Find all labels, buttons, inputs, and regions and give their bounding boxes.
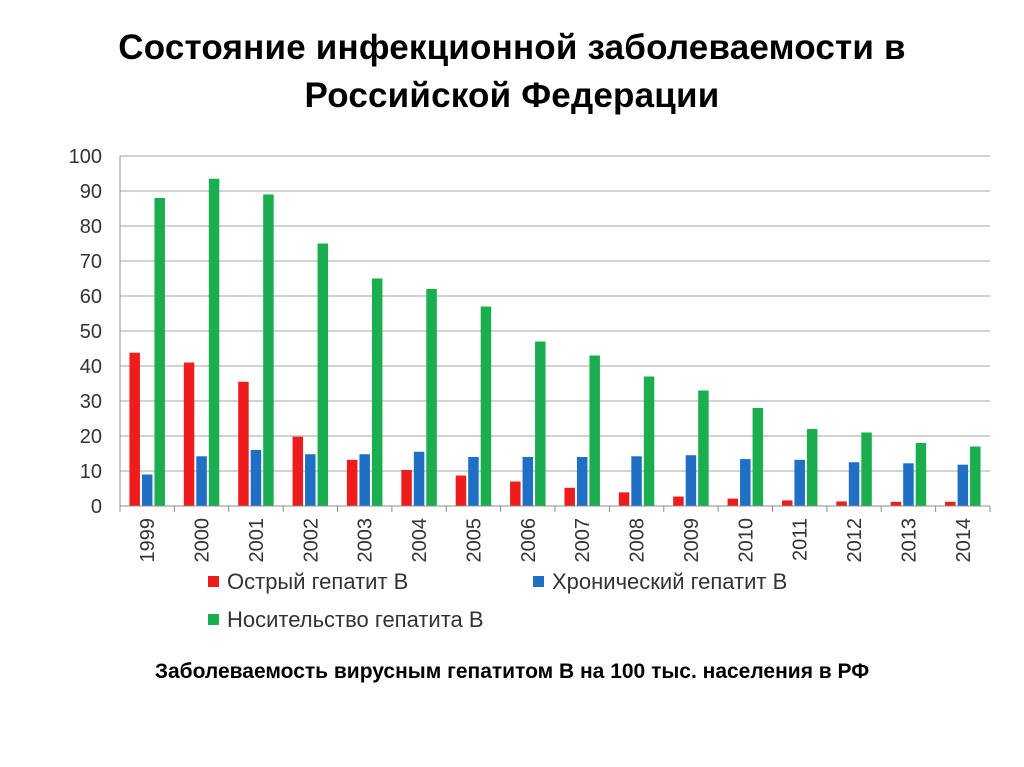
y-tick-label: 10 (80, 461, 102, 483)
x-tick-label: 2002 (300, 518, 322, 563)
bar-2006-series-2 (535, 341, 546, 506)
x-tick-label: 2006 (518, 518, 540, 563)
legend-swatch (533, 576, 544, 587)
bar-2008-series-1 (631, 456, 642, 506)
bar-2003-series-2 (371, 278, 383, 506)
x-tick-label: 2014 (953, 518, 975, 563)
bar-2000-series-2 (208, 178, 220, 506)
bar-2009-series-2 (698, 390, 709, 506)
y-tick-label: 20 (80, 426, 102, 448)
x-tick-label: 2000 (192, 518, 214, 563)
bar-2006-series-0 (510, 481, 521, 506)
bar-2001-series-0 (238, 381, 249, 506)
bar-2014-series-0 (945, 501, 956, 506)
bar-2005-series-2 (480, 306, 492, 506)
x-tick-label: 1999 (137, 518, 159, 563)
bar-2014-series-1 (957, 464, 969, 506)
y-tick-label: 40 (80, 356, 102, 378)
legend-label: Острый гепатит В (227, 569, 408, 594)
bar-2003-series-1 (359, 454, 370, 506)
bar-2008-series-2 (643, 376, 655, 506)
bar-2002-series-2 (317, 243, 329, 506)
legend-swatch (208, 576, 219, 587)
bar-2011-series-0 (781, 500, 793, 506)
legend: Острый гепатит В Хронический гепатит В Нос… (208, 569, 787, 632)
x-tick-label: 2005 (463, 518, 485, 563)
x-tick-label: 2012 (844, 518, 866, 563)
y-tick-label: 60 (80, 286, 102, 308)
x-axis-ticks: 1999 2000 2001 2002 2003 2004 2005 2006 2007 2008… (137, 518, 975, 563)
bar-2009-series-0 (673, 496, 684, 506)
bar-2005-series-1 (468, 457, 479, 506)
x-tick-label: 2001 (246, 518, 268, 563)
bar-2012-series-1 (848, 462, 860, 506)
bar-2007-series-1 (576, 457, 588, 506)
y-tick-label: 0 (91, 496, 102, 518)
bar-2003-series-0 (346, 459, 358, 506)
bar-1999-series-0 (129, 352, 140, 506)
bar-2012-series-0 (836, 501, 847, 506)
bar-2004-series-0 (401, 469, 412, 506)
x-tick-label: 2010 (735, 518, 757, 563)
y-tick-label: 90 (80, 181, 102, 203)
bar-2007-series-2 (589, 355, 600, 506)
bar-2000-series-0 (183, 362, 195, 506)
bar-2007-series-0 (564, 487, 575, 506)
bar-2002-series-0 (292, 436, 304, 506)
x-tick-label: 2008 (627, 518, 649, 563)
bar-2006-series-1 (522, 457, 534, 506)
y-tick-label: 30 (80, 391, 102, 413)
bar-2001-series-1 (250, 450, 262, 506)
legend-label: Хронический гепатит В (552, 569, 787, 594)
bars (129, 178, 981, 506)
legend-label: Носительство гепатита В (227, 607, 484, 632)
bar-2001-series-2 (263, 194, 274, 506)
x-tick-label: 2009 (681, 518, 703, 563)
bar-2014-series-2 (970, 446, 981, 506)
x-tick-label: 2011 (790, 518, 812, 561)
bar-2013-series-0 (890, 501, 902, 506)
y-axis-ticks: 0 10 20 30 40 50 60 70 80 90 100 (69, 146, 121, 518)
bar-2004-series-2 (426, 289, 437, 506)
x-tick-label: 2013 (898, 518, 920, 563)
slide-title: Состояние инфекционной заболеваемости в … (118, 28, 906, 115)
bar-2009-series-1 (685, 455, 697, 506)
bar-2013-series-1 (903, 463, 914, 506)
bar-2010-series-1 (740, 459, 751, 506)
bar-1999-series-1 (141, 474, 153, 506)
bar-2011-series-1 (794, 459, 805, 506)
y-tick-label: 70 (80, 251, 102, 273)
bar-2005-series-0 (455, 475, 467, 506)
x-tick-label: 2007 (572, 518, 594, 563)
bar-chart: 0 10 20 30 40 50 60 70 80 90 100 1999 2000 2001 2002 2… (69, 146, 991, 632)
bar-2004-series-1 (413, 451, 425, 506)
chart-caption: Заболеваемость вирусным гепатитом В на 1… (154, 660, 870, 683)
bar-2010-series-0 (727, 498, 739, 506)
bar-2010-series-2 (752, 408, 764, 506)
legend-swatch (208, 614, 219, 625)
bar-2013-series-2 (915, 443, 927, 506)
bar-1999-series-2 (154, 198, 165, 506)
y-tick-label: 80 (80, 216, 102, 238)
bar-2011-series-2 (806, 429, 818, 506)
bar-2000-series-1 (196, 456, 207, 506)
bar-2008-series-0 (618, 492, 630, 506)
bar-2002-series-1 (305, 454, 316, 506)
y-tick-label: 100 (69, 146, 102, 168)
gridlines (120, 155, 990, 472)
x-tick-label: 2003 (355, 518, 377, 563)
x-axis (119, 505, 991, 512)
bar-2012-series-2 (861, 432, 872, 506)
x-tick-label: 2004 (409, 518, 431, 563)
y-tick-label: 50 (80, 321, 102, 343)
